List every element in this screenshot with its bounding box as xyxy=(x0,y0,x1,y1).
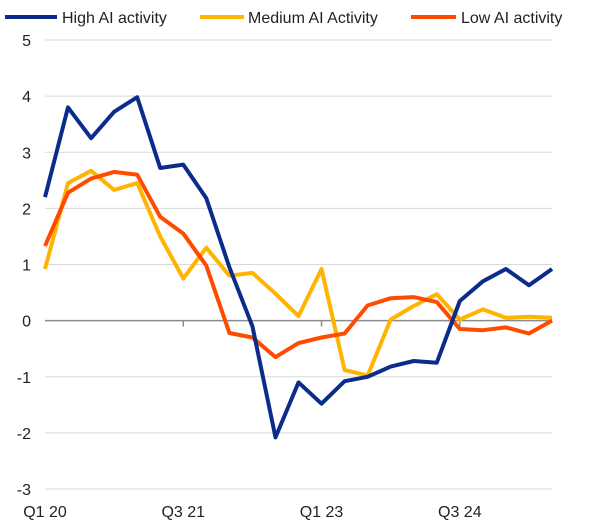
y-tick-label: 2 xyxy=(22,201,31,218)
series-line-high-ai-activity xyxy=(43,95,554,440)
x-tick-label: Q1 20 xyxy=(23,504,67,521)
y-axis-tick-labels: 5 4 3 2 1 0 -1 -2 -3 xyxy=(17,33,31,499)
legend-item-medium: Medium AI Activity xyxy=(200,10,378,27)
y-tick-label: 3 xyxy=(22,145,31,162)
series-lines xyxy=(43,95,554,440)
x-axis: Q1 20 Q3 21 Q1 23 Q3 24 xyxy=(23,319,552,521)
x-tick-label: Q1 23 xyxy=(300,504,344,521)
legend-item-low: Low AI activity xyxy=(411,10,562,27)
y-tick-label: -3 xyxy=(17,482,31,499)
y-tick-label: 0 xyxy=(22,314,31,331)
legend: High AI activity Medium AI Activity Low … xyxy=(5,10,562,27)
legend-label-medium: Medium AI Activity xyxy=(248,10,378,27)
y-tick-label: 4 xyxy=(22,89,31,106)
y-tick-label: 5 xyxy=(22,33,31,50)
series-line-medium-ai-activity xyxy=(43,168,553,378)
y-tick-label: 1 xyxy=(22,258,31,275)
legend-item-high: High AI activity xyxy=(5,10,167,27)
x-tick-label: Q3 24 xyxy=(438,504,482,521)
gridlines xyxy=(45,39,552,490)
legend-label-low: Low AI activity xyxy=(461,10,562,27)
legend-label-high: High AI activity xyxy=(62,10,167,27)
y-tick-label: -2 xyxy=(17,426,31,443)
series-line-low-ai-activity xyxy=(43,169,553,360)
y-tick-label: -1 xyxy=(17,370,31,387)
x-tick-label: Q3 21 xyxy=(161,504,205,521)
